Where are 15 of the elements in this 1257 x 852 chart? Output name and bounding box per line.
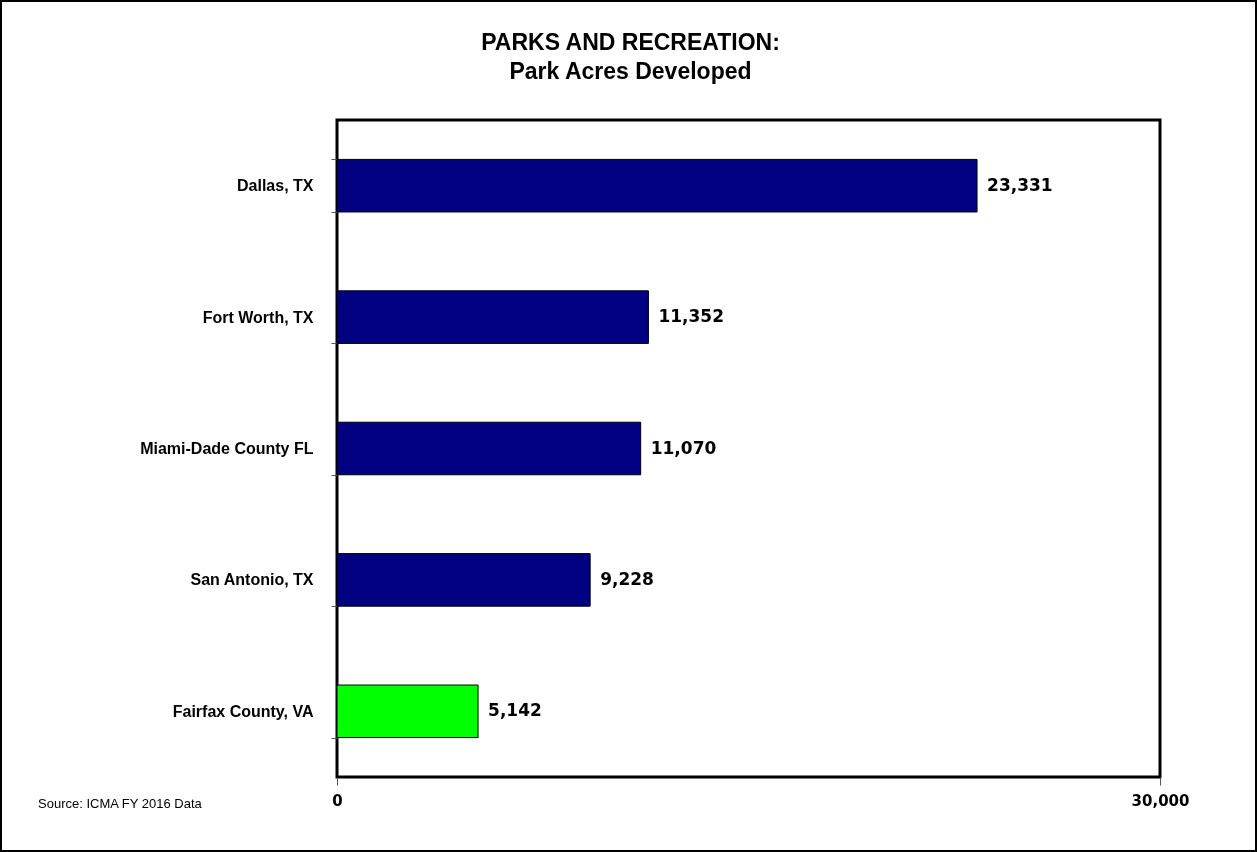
source-note: Source: ICMA FY 2016 Data <box>38 796 202 811</box>
chart-title: PARKS AND RECREATION: <box>481 29 780 55</box>
x-tick-label: 0 <box>332 791 343 810</box>
y-tick-label: Dallas, TX <box>237 177 314 195</box>
y-tick-label: Fort Worth, TX <box>202 308 314 326</box>
data-label: 11,070 <box>650 437 717 458</box>
data-label: 23,331 <box>987 174 1053 195</box>
y-tick-label: Miami-Dade County FL <box>140 440 314 457</box>
data-label: 11,352 <box>658 306 725 327</box>
y-tick-label: Fairfax County, VA <box>172 702 314 720</box>
x-tick-label: 30,000 <box>1131 791 1190 810</box>
data-label: 9,228 <box>600 568 654 589</box>
chart-subtitle: Park Acres Developed <box>509 58 752 84</box>
data-label: 5,142 <box>488 700 542 721</box>
y-tick-label: San Antonio, TX <box>190 571 314 589</box>
